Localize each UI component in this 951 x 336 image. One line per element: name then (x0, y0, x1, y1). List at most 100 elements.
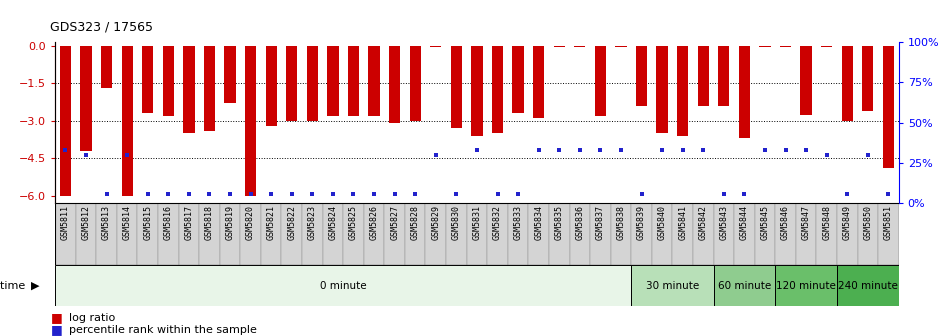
Bar (693, 203, 713, 265)
Bar (672, 203, 693, 265)
Text: GSM5850: GSM5850 (864, 205, 872, 240)
Text: GSM5818: GSM5818 (205, 205, 214, 240)
Bar (574, 46, 586, 47)
Bar (734, 203, 755, 265)
Bar (163, 46, 174, 116)
Bar (101, 46, 112, 88)
Text: GSM5837: GSM5837 (596, 205, 605, 240)
Text: 30 minute: 30 minute (646, 281, 699, 291)
Bar (549, 203, 570, 265)
Text: GSM5825: GSM5825 (349, 205, 358, 240)
Bar (245, 46, 256, 196)
Bar (410, 46, 421, 121)
Bar (883, 46, 894, 168)
Bar (348, 46, 359, 116)
Text: GSM5836: GSM5836 (575, 205, 584, 240)
Bar (698, 46, 708, 106)
Text: GSM5838: GSM5838 (616, 205, 626, 240)
Text: GSM5851: GSM5851 (883, 205, 893, 240)
Bar (179, 203, 199, 265)
Text: GSM5814: GSM5814 (123, 205, 131, 240)
Bar (430, 46, 441, 47)
Text: GSM5815: GSM5815 (144, 205, 152, 240)
Bar (384, 203, 405, 265)
Bar (241, 203, 261, 265)
Text: GSM5816: GSM5816 (164, 205, 173, 240)
Bar (594, 46, 606, 116)
Bar (816, 203, 837, 265)
Bar (508, 203, 529, 265)
Bar (718, 46, 729, 106)
Text: GSM5817: GSM5817 (184, 205, 193, 240)
Bar (327, 46, 339, 116)
Bar (821, 46, 832, 47)
Bar (302, 203, 322, 265)
Bar (76, 203, 96, 265)
Bar (837, 265, 899, 306)
Bar (780, 46, 791, 47)
Text: GSM5813: GSM5813 (102, 205, 111, 240)
Bar (878, 203, 899, 265)
Text: GSM5830: GSM5830 (452, 205, 461, 240)
Bar (533, 46, 544, 118)
Text: GSM5829: GSM5829 (431, 205, 440, 240)
Bar (451, 46, 462, 128)
Bar (96, 203, 117, 265)
Text: GSM5827: GSM5827 (390, 205, 399, 240)
Bar (60, 46, 71, 196)
Bar (801, 46, 812, 115)
Bar (55, 203, 76, 265)
Text: ▶: ▶ (31, 281, 40, 291)
Bar (570, 203, 590, 265)
Bar (224, 46, 236, 103)
Text: GSM5834: GSM5834 (534, 205, 543, 240)
Bar (220, 203, 241, 265)
Bar (81, 46, 91, 151)
Text: GSM5823: GSM5823 (308, 205, 317, 240)
Bar (142, 46, 153, 113)
Text: GSM5849: GSM5849 (843, 205, 852, 240)
Text: GSM5826: GSM5826 (370, 205, 378, 240)
Bar (713, 265, 775, 306)
Text: 240 minute: 240 minute (838, 281, 898, 291)
Bar (651, 203, 672, 265)
Bar (184, 46, 195, 133)
Text: time: time (0, 281, 29, 291)
Bar (158, 203, 179, 265)
Bar (122, 46, 133, 196)
Bar (759, 46, 770, 47)
Text: 120 minute: 120 minute (776, 281, 836, 291)
Bar (755, 203, 775, 265)
Text: GSM5846: GSM5846 (781, 205, 790, 240)
Text: GSM5832: GSM5832 (493, 205, 502, 240)
Bar (615, 46, 627, 47)
Text: GSM5822: GSM5822 (287, 205, 297, 240)
Bar (739, 46, 750, 138)
Bar (636, 46, 648, 106)
Bar (405, 203, 425, 265)
Text: GSM5819: GSM5819 (225, 205, 235, 240)
Bar (553, 46, 565, 47)
Bar (513, 46, 524, 113)
Text: ■: ■ (50, 324, 62, 336)
Text: GSM5833: GSM5833 (514, 205, 523, 240)
Text: GSM5828: GSM5828 (411, 205, 419, 240)
Bar (529, 203, 549, 265)
Bar (265, 46, 277, 126)
Bar (631, 203, 651, 265)
Text: GSM5811: GSM5811 (61, 205, 70, 240)
Bar (842, 46, 853, 121)
Text: percentile rank within the sample: percentile rank within the sample (69, 325, 258, 335)
Bar (322, 203, 343, 265)
Text: GSM5812: GSM5812 (82, 205, 90, 240)
Bar (775, 265, 837, 306)
Text: GSM5824: GSM5824 (328, 205, 338, 240)
Text: GSM5842: GSM5842 (699, 205, 708, 240)
Text: GDS323 / 17565: GDS323 / 17565 (50, 20, 153, 34)
Bar (775, 203, 796, 265)
Bar (117, 203, 138, 265)
Bar (492, 46, 503, 133)
Bar (446, 203, 467, 265)
Bar (796, 203, 816, 265)
Bar (631, 265, 713, 306)
